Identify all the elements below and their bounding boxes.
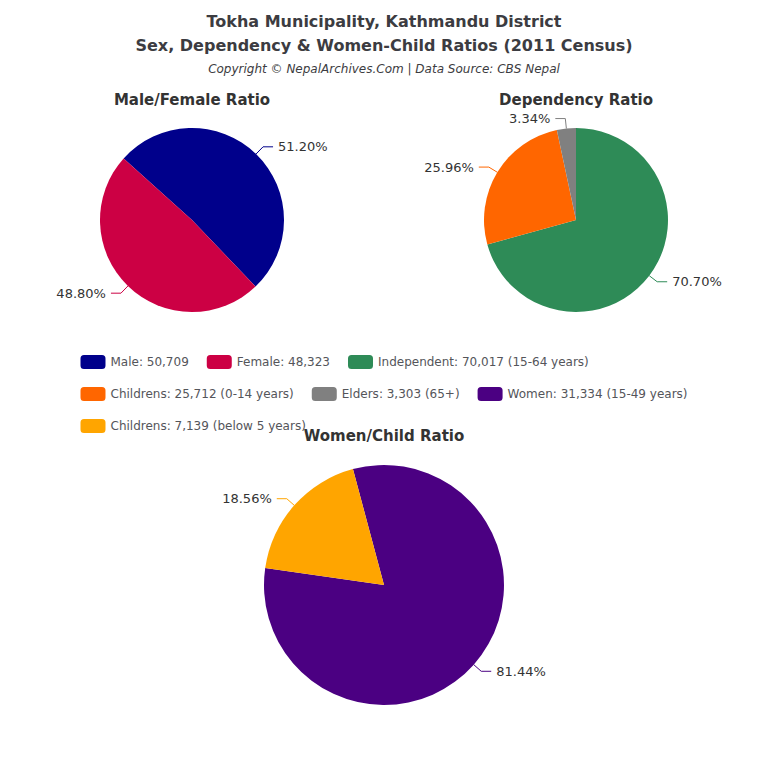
svg-text:81.44%: 81.44% [496, 664, 546, 679]
svg-text:70.70%: 70.70% [672, 274, 722, 289]
svg-text:Female: 48,323: Female: 48,323 [237, 355, 330, 369]
svg-text:Tokha Municipality, Kathmandu: Tokha Municipality, Kathmandu District [207, 12, 562, 31]
svg-text:Childrens: 25,712 (0-14 years): Childrens: 25,712 (0-14 years) [110, 387, 293, 401]
svg-text:51.20%: 51.20% [278, 139, 328, 154]
svg-text:Childrens: 7,139 (below 5 year: Childrens: 7,139 (below 5 years) [110, 419, 305, 433]
svg-text:Male/Female Ratio: Male/Female Ratio [114, 91, 270, 109]
svg-text:Women/Child Ratio: Women/Child Ratio [304, 427, 465, 445]
svg-text:Independent: 70,017 (15-64 yea: Independent: 70,017 (15-64 years) [378, 355, 589, 369]
svg-text:Women: 31,334 (15-49 years): Women: 31,334 (15-49 years) [508, 387, 688, 401]
svg-text:18.56%: 18.56% [222, 491, 272, 506]
svg-text:Sex, Dependency & Women-Child: Sex, Dependency & Women-Child Ratios (20… [135, 36, 632, 55]
svg-text:Elders: 3,303 (65+): Elders: 3,303 (65+) [342, 387, 460, 401]
svg-text:3.34%: 3.34% [509, 111, 550, 126]
svg-text:25.96%: 25.96% [424, 160, 474, 175]
svg-text:48.80%: 48.80% [56, 286, 106, 301]
svg-text:Copyright © NepalArchives.Com: Copyright © NepalArchives.Com | Data Sou… [208, 62, 560, 76]
svg-text:Male: 50,709: Male: 50,709 [110, 355, 188, 369]
svg-text:Dependency Ratio: Dependency Ratio [499, 91, 653, 109]
